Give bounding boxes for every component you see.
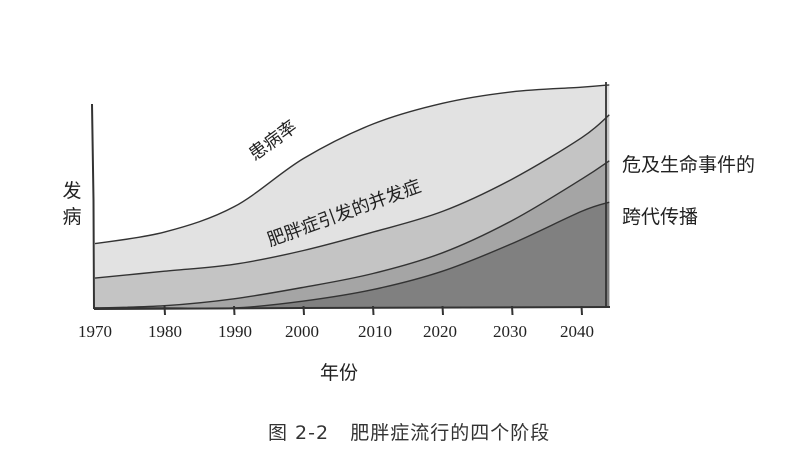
x-tick-label: 2010 xyxy=(358,322,392,341)
y-axis-label: 发 病 xyxy=(60,178,84,230)
intergenerational-label: 跨代传播 xyxy=(622,206,699,228)
y-axis-label-char: 病 xyxy=(62,206,82,228)
x-tick xyxy=(302,305,305,316)
x-tick xyxy=(580,305,583,316)
x-tick-label: 2040 xyxy=(560,322,594,341)
x-tick xyxy=(511,305,514,316)
x-tick-label: 1980 xyxy=(148,322,182,341)
x-tick xyxy=(163,305,166,316)
series-line-1 xyxy=(94,84,610,245)
x-axis-ticks xyxy=(163,305,583,316)
x-tick-label: 1990 xyxy=(218,322,252,341)
x-axis xyxy=(93,306,611,310)
y-axis-label-char: 发 xyxy=(62,180,82,202)
y-axis xyxy=(91,103,95,310)
life-threatening-label: 危及生命事件的 xyxy=(622,154,756,176)
x-tick-label: 2000 xyxy=(285,322,319,341)
x-tick xyxy=(441,305,444,316)
series-line-2 xyxy=(94,114,610,279)
figure-caption: 图 2-2 肥胖症流行的四个阶段 xyxy=(268,422,551,444)
x-axis-label: 年份 xyxy=(320,362,359,384)
x-tick-label: 2020 xyxy=(423,322,457,341)
series-line-3 xyxy=(94,160,610,309)
x-tick xyxy=(372,305,375,316)
x-tick xyxy=(233,305,236,316)
area-4 xyxy=(95,202,610,309)
x-tick-label: 2030 xyxy=(493,322,527,341)
x-tick-label: 1970 xyxy=(78,322,112,341)
